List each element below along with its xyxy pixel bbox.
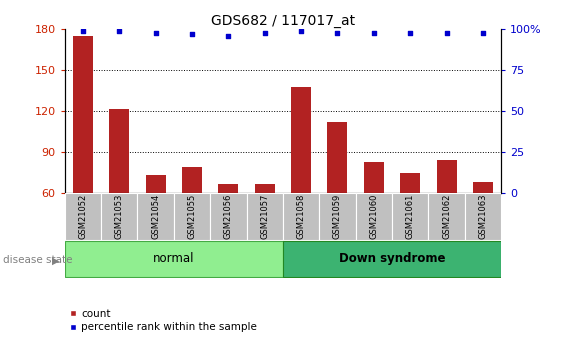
Bar: [400, 173, 420, 193]
Point: [187, 31, 196, 37]
Bar: [254, 184, 275, 193]
Point: [260, 30, 269, 35]
Bar: [109, 109, 129, 193]
Point: [479, 30, 488, 35]
Text: GSM21052: GSM21052: [78, 194, 87, 239]
Point: [333, 30, 342, 35]
Point: [297, 28, 306, 34]
Bar: [464, 193, 501, 240]
Point: [78, 28, 87, 34]
Bar: [65, 193, 101, 240]
Bar: [319, 193, 356, 240]
Bar: [283, 240, 501, 277]
Bar: [364, 162, 384, 193]
Point: [369, 30, 378, 35]
Bar: [356, 193, 392, 240]
Text: GSM21058: GSM21058: [297, 194, 306, 239]
Bar: [473, 182, 493, 193]
Point: [442, 30, 451, 35]
Point: [151, 30, 160, 35]
Point: [406, 30, 415, 35]
Text: GSM21055: GSM21055: [187, 194, 196, 239]
Bar: [283, 193, 319, 240]
Text: normal: normal: [153, 252, 195, 265]
Text: GSM21063: GSM21063: [479, 194, 488, 239]
Text: GSM21057: GSM21057: [260, 194, 269, 239]
Bar: [392, 193, 428, 240]
Title: GDS682 / 117017_at: GDS682 / 117017_at: [211, 14, 355, 28]
Legend: count, percentile rank within the sample: count, percentile rank within the sample: [64, 305, 261, 336]
Bar: [218, 184, 238, 193]
Bar: [73, 36, 93, 193]
Text: GSM21053: GSM21053: [115, 194, 124, 239]
Text: GSM21062: GSM21062: [442, 194, 451, 239]
Bar: [101, 193, 137, 240]
Point: [224, 33, 233, 39]
Bar: [182, 167, 202, 193]
Text: Down syndrome: Down syndrome: [339, 252, 445, 265]
Text: GSM21061: GSM21061: [406, 194, 415, 239]
Bar: [428, 193, 464, 240]
Bar: [137, 193, 174, 240]
Text: GSM21059: GSM21059: [333, 194, 342, 239]
Text: ▶: ▶: [52, 256, 59, 266]
Text: GSM21056: GSM21056: [224, 194, 233, 239]
Text: GSM21054: GSM21054: [151, 194, 160, 239]
Text: GSM21060: GSM21060: [369, 194, 378, 239]
Bar: [65, 240, 283, 277]
Bar: [328, 122, 347, 193]
Bar: [247, 193, 283, 240]
Text: disease state: disease state: [3, 256, 72, 265]
Bar: [210, 193, 247, 240]
Bar: [436, 160, 457, 193]
Bar: [291, 87, 311, 193]
Point: [115, 28, 124, 34]
Bar: [174, 193, 210, 240]
Bar: [146, 176, 166, 193]
